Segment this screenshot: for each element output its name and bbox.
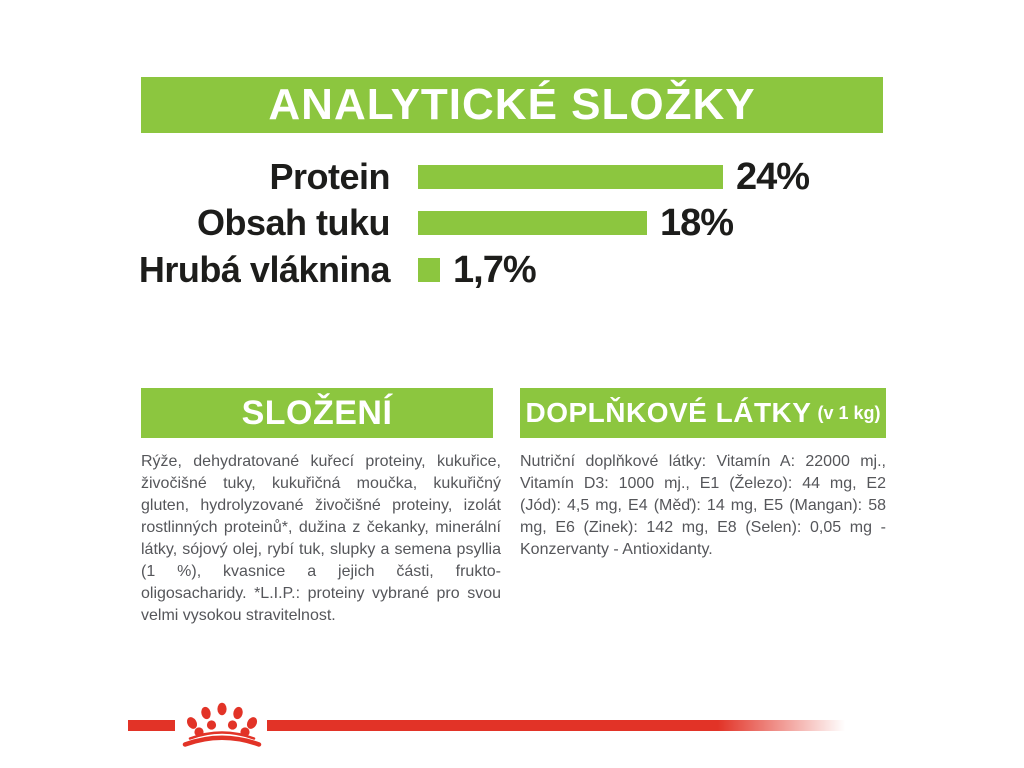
analytical-components-banner: ANALYTICKÉ SLOŽKY	[141, 77, 883, 133]
chart-row-fat: Obsah tuku 18%	[0, 201, 1024, 244]
chart-bar-fat	[418, 211, 647, 235]
chart-bar-protein	[418, 165, 723, 189]
royal-canin-crown-icon	[181, 698, 263, 748]
analytical-components-title: ANALYTICKÉ SLOŽKY	[268, 80, 756, 129]
composition-banner: SLOŽENÍ	[141, 388, 493, 438]
chart-bar-fibre	[418, 258, 440, 282]
chart-value-fibre: 1,7%	[453, 248, 537, 291]
chart-label-fibre: Hrubá vláknina	[138, 249, 391, 290]
additives-banner: DOPLŇKOVÉ LÁTKY (v 1 kg)	[520, 388, 886, 438]
chart-label-fat: Obsah tuku	[196, 202, 391, 243]
composition-text: Rýže, dehydratované kuřecí proteiny, kuk…	[141, 453, 501, 624]
chart-row-fibre: Hrubá vláknina 1,7%	[0, 248, 1024, 291]
footer-rule-right	[267, 720, 845, 731]
additives-title-suffix: (v 1 kg)	[817, 402, 881, 423]
additives-title: DOPLŇKOVÉ LÁTKY	[525, 397, 812, 428]
composition-title: SLOŽENÍ	[241, 393, 393, 432]
chart-label-protein: Protein	[269, 156, 390, 197]
chart-value-protein: 24%	[736, 155, 810, 198]
chart-value-fat: 18%	[660, 201, 734, 244]
chart-row-protein: Protein 24%	[0, 155, 1024, 198]
additives-text: Nutriční doplňkové látky: Vitamín A: 220…	[520, 453, 886, 558]
footer-rule-left	[128, 720, 175, 731]
